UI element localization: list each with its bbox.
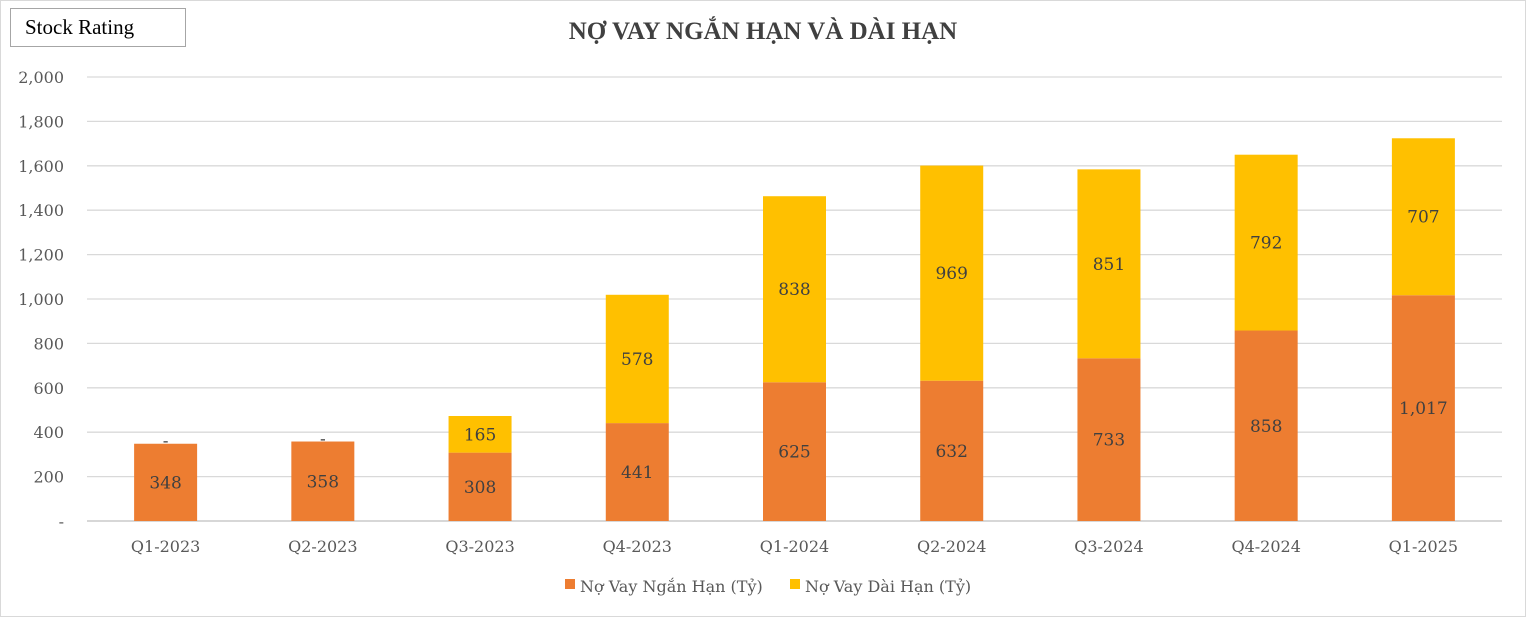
bar-long-term — [1391, 138, 1455, 296]
data-label: 441 — [621, 463, 653, 483]
data-label: 851 — [1093, 255, 1125, 275]
data-label: 578 — [621, 350, 653, 370]
data-label: - — [163, 432, 169, 452]
legend-label: Nợ Vay Dài Hạn (Tỷ) — [805, 577, 971, 596]
legend-item-short-term: Nợ Vay Ngắn Hạn (Tỷ) — [565, 577, 763, 596]
data-label: 625 — [778, 443, 810, 463]
data-label: 969 — [935, 264, 967, 284]
bar-short-term — [605, 423, 669, 521]
bar-short-term — [1391, 295, 1455, 521]
data-label: 632 — [935, 442, 967, 462]
x-tick-label: Q1-2025 — [1389, 537, 1458, 556]
legend-swatch — [565, 579, 575, 589]
x-tick-label: Q3-2023 — [445, 537, 514, 556]
y-tick-label: - — [59, 512, 64, 531]
bar-long-term — [448, 415, 512, 453]
data-label: 733 — [1093, 431, 1125, 451]
data-label: - — [320, 430, 326, 450]
y-tick-label: 800 — [33, 334, 64, 353]
x-tick-label: Q2-2023 — [288, 537, 357, 556]
legend-item-long-term: Nợ Vay Dài Hạn (Tỷ) — [790, 577, 971, 596]
y-tick-label: 1,600 — [18, 157, 64, 176]
bar-short-term — [920, 380, 984, 521]
data-label: 858 — [1250, 417, 1282, 437]
y-axis-ticks: - 200 400 600 800 1,000 1,200 1,400 1,600 1,800 2,… — [18, 68, 64, 531]
bar-long-term — [763, 196, 826, 383]
bars — [134, 138, 1455, 521]
y-tick-label: 1,000 — [18, 290, 64, 309]
x-tick-label: Q2-2024 — [917, 537, 986, 556]
bar-long-term — [605, 294, 669, 424]
data-label: 348 — [149, 473, 181, 493]
bar-long-term — [1077, 169, 1141, 359]
x-tick-label: Q3-2024 — [1074, 537, 1143, 556]
y-tick-label: 200 — [33, 468, 64, 487]
data-label: 838 — [778, 280, 810, 300]
y-tick-label: 1,200 — [18, 246, 64, 265]
x-tick-label: Q4-2024 — [1231, 537, 1300, 556]
y-tick-label: 600 — [33, 379, 64, 398]
bar-short-term — [448, 452, 512, 521]
x-axis-ticks: Q1-2023 Q2-2023 Q3-2023 Q4-2023 Q1-2024 Q2-20… — [131, 537, 1458, 556]
x-tick-label: Q1-2023 — [131, 537, 200, 556]
chart-title: NỢ VAY NGẮN HẠN VÀ DÀI HẠN — [568, 18, 958, 45]
data-labels: 348 - 358 - 308 165 441 578 625 838 632 969 733 851 85… — [149, 208, 1447, 498]
stock-rating-badge: Stock Rating — [10, 8, 186, 47]
data-label: 707 — [1407, 208, 1439, 228]
bar-short-term — [763, 382, 826, 521]
y-tick-label: 1,400 — [18, 201, 64, 220]
x-tick-label: Q4-2023 — [603, 537, 672, 556]
legend-label: Nợ Vay Ngắn Hạn (Tỷ) — [580, 577, 763, 596]
data-label: 792 — [1250, 234, 1282, 254]
legend-swatch — [790, 579, 800, 589]
legend: Nợ Vay Ngắn Hạn (Tỷ) Nợ Vay Dài Hạn (Tỷ) — [565, 577, 971, 596]
data-label: 358 — [307, 472, 339, 492]
bar-short-term — [291, 441, 355, 521]
bar-short-term — [1077, 358, 1141, 521]
bar-short-term — [1234, 330, 1298, 521]
y-tick-label: 400 — [33, 423, 64, 442]
data-label: 1,017 — [1399, 399, 1448, 419]
y-tick-label: 1,800 — [18, 112, 64, 131]
bar-long-term — [1234, 154, 1298, 331]
data-label: 308 — [464, 478, 496, 498]
bar-short-term — [134, 443, 198, 521]
y-tick-label: 2,000 — [18, 68, 64, 87]
x-tick-label: Q1-2024 — [760, 537, 829, 556]
data-label: 165 — [464, 425, 496, 445]
bar-long-term — [920, 165, 984, 381]
